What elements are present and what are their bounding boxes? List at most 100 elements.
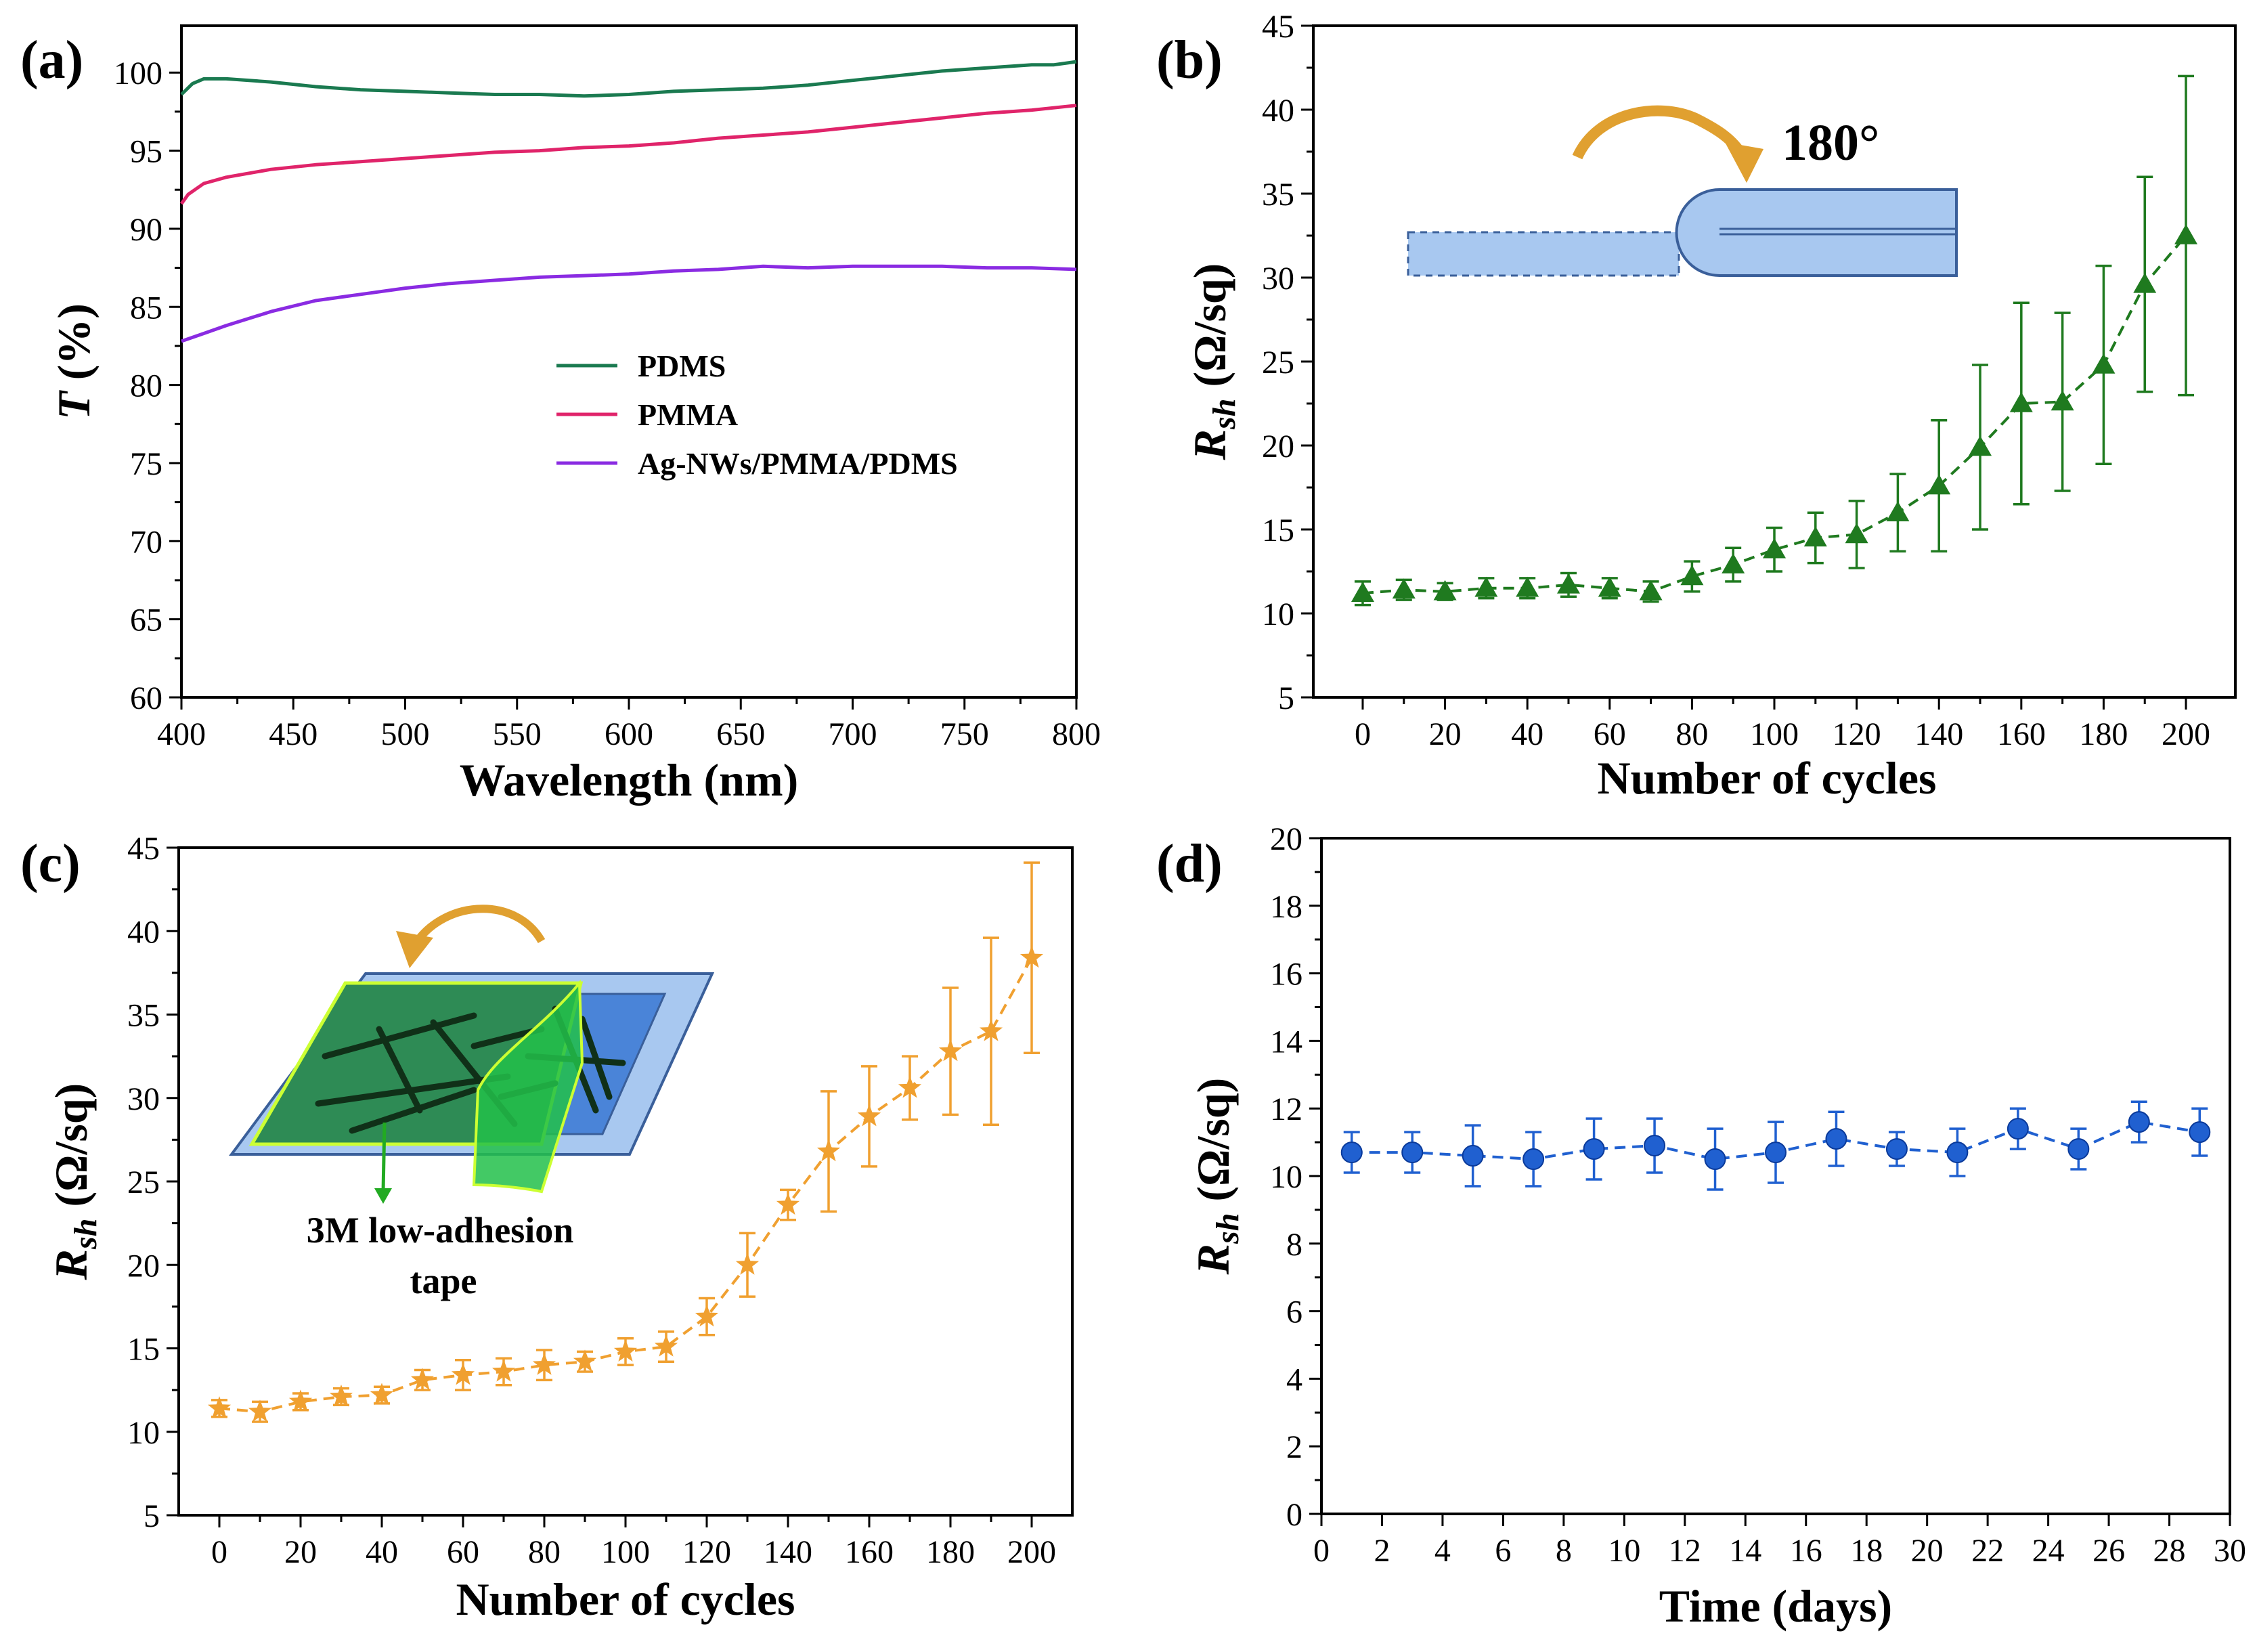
x-tick-label: 500	[381, 716, 430, 752]
x-tick-label: 60	[1594, 716, 1626, 752]
data-point	[1845, 523, 1868, 544]
data-point	[1020, 945, 1044, 968]
data-point	[1885, 1138, 1908, 1160]
x-tick-label: 0	[1355, 716, 1371, 752]
panel-c-ylabel-sub: sh	[68, 1219, 104, 1250]
panel-c-ylabel-italic: R	[45, 1249, 97, 1280]
bend-inset: 180°	[1407, 105, 1958, 277]
y-tick-label: 18	[1270, 889, 1302, 925]
x-tick-label: 450	[269, 716, 317, 752]
panel-d-ylabel-rest: (Ω/sq)	[1187, 1078, 1239, 1213]
data-point	[1927, 474, 1951, 495]
data-point	[1946, 1142, 1969, 1164]
y-tick-label: 70	[130, 524, 162, 560]
panel-a: (a) 400 450 500 550 600 650 700 750 800 60 65 70 75 8…	[20, 24, 1101, 806]
y-tick-label: 16	[1270, 957, 1302, 993]
data-point	[2067, 1138, 2090, 1160]
y-tick-label: 8	[1286, 1227, 1302, 1263]
x-tick-label: 650	[716, 716, 765, 752]
x-tick-label: 140	[1914, 716, 1963, 752]
peel-arrow	[409, 905, 546, 951]
panel-a-ylabel-italic: T	[48, 390, 100, 420]
data-point	[1474, 576, 1498, 597]
data-point	[1598, 576, 1621, 597]
data-point	[532, 1353, 556, 1375]
y-tick-label: 35	[127, 998, 160, 1034]
y-tick-label: 40	[1262, 93, 1294, 129]
data-point	[857, 1104, 881, 1127]
x-tick-label: 8	[1556, 1533, 1572, 1569]
panel-a-ticks: 400 450 500 550 600 650 700 750 800 60 65 70 75 80 85 9…	[114, 56, 1101, 752]
panel-c-series	[207, 861, 1044, 1423]
panel-c: (c) 0 20 40 60 80 100 120 140 160 180 200 5 10 15 20 25…	[20, 831, 1074, 1625]
pointer-line	[381, 1122, 387, 1192]
panel-a-frame	[180, 24, 1078, 699]
y-tick-label: 65	[130, 603, 162, 638]
y-tick-label: 85	[130, 290, 162, 326]
flat-film	[1407, 231, 1680, 277]
data-point	[248, 1399, 272, 1422]
x-tick-label: 800	[1052, 716, 1101, 752]
data-point	[1969, 435, 1992, 456]
x-tick-label: 0	[211, 1534, 227, 1570]
legend-label-pdms: PDMS	[638, 349, 726, 383]
x-tick-label: 100	[601, 1534, 650, 1570]
y-tick-label: 4	[1286, 1362, 1302, 1397]
data-point	[613, 1339, 638, 1362]
x-tick-label: 4	[1434, 1533, 1451, 1569]
x-tick-label: 10	[1608, 1533, 1640, 1569]
data-point	[1462, 1145, 1484, 1167]
data-point	[1340, 1142, 1363, 1164]
y-tick-label: 5	[144, 1498, 160, 1534]
y-tick-label: 80	[130, 368, 162, 404]
tape-inset: 3M low-adhesion tape	[229, 905, 715, 1301]
data-point	[1516, 576, 1539, 597]
data-point	[816, 1139, 841, 1162]
panel-a-series	[179, 60, 1077, 343]
data-point	[1704, 1148, 1726, 1171]
y-tick-label: 5	[1278, 680, 1294, 716]
data-point	[370, 1383, 394, 1406]
panel-a-legend: PDMS PMMA Ag-NWs/PMMA/PDMS	[556, 349, 958, 481]
x-tick-label: 180	[2079, 716, 2128, 752]
data-point	[207, 1396, 232, 1418]
tape-label-line1: 3M low-adhesion	[307, 1210, 574, 1251]
x-tick-label: 26	[2092, 1533, 2125, 1569]
panel-d-series	[1340, 1100, 2211, 1191]
data-point	[1556, 573, 1580, 594]
y-tick-label: 10	[1262, 596, 1294, 632]
x-tick-label: 100	[1750, 716, 1799, 752]
x-tick-label: 40	[1511, 716, 1543, 752]
data-point	[2174, 224, 2198, 244]
peel-arrow-head	[396, 931, 433, 968]
legend-label-pmma: PMMA	[638, 397, 738, 432]
panel-a-ylabel-rest: (%)	[48, 303, 100, 391]
y-tick-label: 25	[1262, 345, 1294, 381]
y-tick-label: 30	[1262, 261, 1294, 297]
x-tick-label: 18	[1850, 1533, 1883, 1569]
y-tick-label: 40	[127, 914, 160, 950]
data-point	[451, 1362, 475, 1385]
y-tick-label: 30	[127, 1081, 160, 1117]
data-point	[1583, 1138, 1605, 1160]
y-tick-label: 20	[1262, 429, 1294, 464]
data-point	[2007, 1118, 2029, 1140]
data-point	[735, 1253, 760, 1275]
x-tick-label: 200	[1007, 1534, 1056, 1570]
x-tick-label: 2	[1374, 1533, 1390, 1569]
panel-c-label: (c)	[20, 834, 81, 894]
bend-angle-label: 180°	[1782, 114, 1879, 171]
y-tick-label: 75	[130, 446, 162, 482]
x-tick-label: 180	[926, 1534, 975, 1570]
x-tick-label: 80	[1675, 716, 1708, 752]
data-point	[288, 1389, 313, 1412]
folded-film	[1675, 188, 1958, 277]
x-tick-label: 30	[2214, 1533, 2246, 1569]
panel-c-ticks: 0 20 40 60 80 100 120 140 160 180 200 5 10 15 20 25 30 35…	[127, 831, 1056, 1570]
y-tick-label: 95	[130, 134, 162, 170]
x-tick-label: 120	[682, 1534, 731, 1570]
panel-b-xlabel: Number of cycles	[1597, 752, 1936, 804]
data-point	[329, 1385, 353, 1407]
data-point	[1522, 1148, 1545, 1171]
data-point	[2092, 353, 2116, 374]
